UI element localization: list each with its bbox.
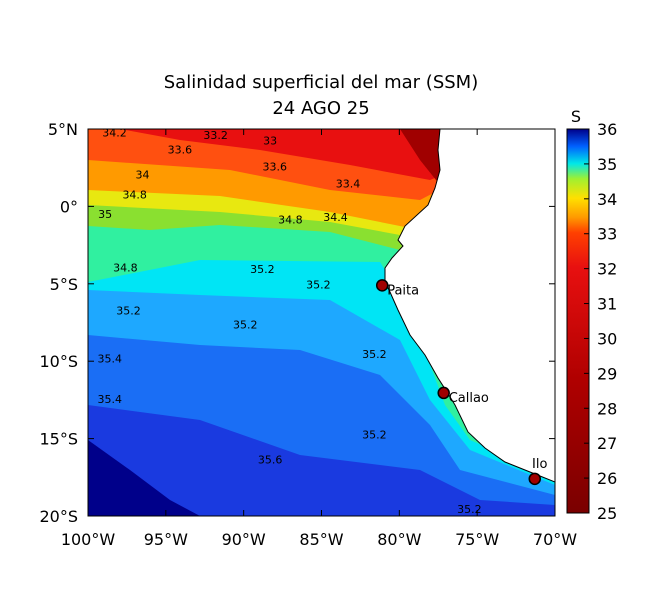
contour-label: 35.6 xyxy=(258,453,283,466)
city-label: Ilo xyxy=(532,457,547,472)
contour-label: 34.8 xyxy=(113,261,138,274)
colorbar-label: S xyxy=(571,107,581,126)
contour-label: 35.2 xyxy=(250,263,275,276)
colorbar-tick-label: 32 xyxy=(597,260,617,279)
lon-tick-label: 70°W xyxy=(533,530,577,549)
city-marker xyxy=(528,472,542,486)
colorbar-tick-label: 26 xyxy=(597,469,617,488)
lon-tick-label: 75°W xyxy=(455,530,499,549)
lat-tick-label: 0° xyxy=(60,197,78,216)
lon-tick-label: 85°W xyxy=(299,530,343,549)
city-label: Paita xyxy=(387,283,419,298)
lon-tick-label: 100°W xyxy=(61,530,116,549)
lat-tick-label: 10°S xyxy=(39,352,78,371)
subtitle: 24 AGO 25 xyxy=(272,98,369,119)
city-marker xyxy=(437,386,450,400)
colorbar-tick-label: 33 xyxy=(597,225,617,244)
lat-tick-label: 15°S xyxy=(39,430,78,449)
contour-label: 35.2 xyxy=(362,348,387,361)
city-marker xyxy=(375,279,389,292)
contour-label: 33.6 xyxy=(168,144,193,157)
colorbar xyxy=(566,128,590,514)
contour-label: 34.8 xyxy=(122,189,147,202)
contour-label: 35.4 xyxy=(98,393,123,406)
contour-label: 33 xyxy=(263,134,277,147)
contour-label: 35.2 xyxy=(233,319,258,332)
lon-tick-label: 95°W xyxy=(144,530,188,549)
colorbar-tick-label: 29 xyxy=(597,364,617,383)
contour-label: 34.4 xyxy=(323,211,348,224)
lat-tick-label: 5°N xyxy=(48,120,78,139)
contour-label: 34.2 xyxy=(102,127,127,140)
colorbar-tick-label: 30 xyxy=(597,329,617,348)
contour-label: 34.8 xyxy=(278,213,303,226)
title: Salinidad superficial del mar (SSM) xyxy=(164,72,478,93)
colorbar-tick-label: 36 xyxy=(597,120,617,139)
contour-label: 33.2 xyxy=(203,129,228,142)
colorbar-tick-label: 25 xyxy=(597,504,617,523)
colorbar-tick-label: 31 xyxy=(597,295,617,314)
salinity-field xyxy=(88,129,555,516)
colorbar-tick-label: 27 xyxy=(597,434,617,453)
city-label: Callao xyxy=(449,391,489,406)
colorbar-tick-label: 35 xyxy=(597,155,617,174)
contour-label: 35.2 xyxy=(457,503,482,516)
contour-label: 35.2 xyxy=(306,278,331,291)
lat-tick-label: 5°S xyxy=(50,275,78,294)
contour-label: 35.2 xyxy=(116,305,141,318)
lon-tick-label: 90°W xyxy=(222,530,266,549)
contour-label: 35.2 xyxy=(362,429,387,442)
colorbar-tick-label: 34 xyxy=(597,190,617,209)
contour-label: 33.6 xyxy=(263,161,288,174)
lon-tick-label: 80°W xyxy=(377,530,421,549)
region-navy xyxy=(88,440,200,516)
lat-tick-label: 20°S xyxy=(39,507,78,526)
land xyxy=(384,129,555,483)
contour-label: 33.4 xyxy=(336,178,361,191)
colorbar-tick-label: 28 xyxy=(597,399,617,418)
contour-label: 35 xyxy=(98,208,112,221)
contour-label: 34 xyxy=(135,168,149,181)
contour-label: 35.4 xyxy=(98,353,123,366)
